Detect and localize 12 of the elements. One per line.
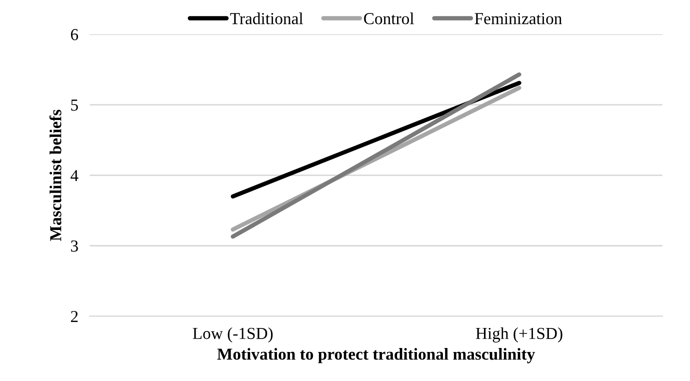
x-tick-label: Low (-1SD) [192, 327, 273, 342]
legend-label: Control [364, 12, 414, 24]
y-tick-label: 2 [70, 310, 78, 322]
y-tick-label: 4 [70, 170, 78, 182]
legend-label: Traditional [230, 12, 304, 24]
y-tick-label: 5 [71, 100, 78, 111]
y-tick-label: 6 [70, 29, 78, 40]
y-tick-label: 3 [71, 240, 78, 252]
y-axis-title: Masculinist beliefs [49, 110, 62, 241]
x-axis-title: Motivation to protect traditional masculinity [217, 348, 535, 364]
x-tick-label: High (+1SD) [476, 327, 562, 343]
legend-label: Feminization [474, 13, 562, 24]
